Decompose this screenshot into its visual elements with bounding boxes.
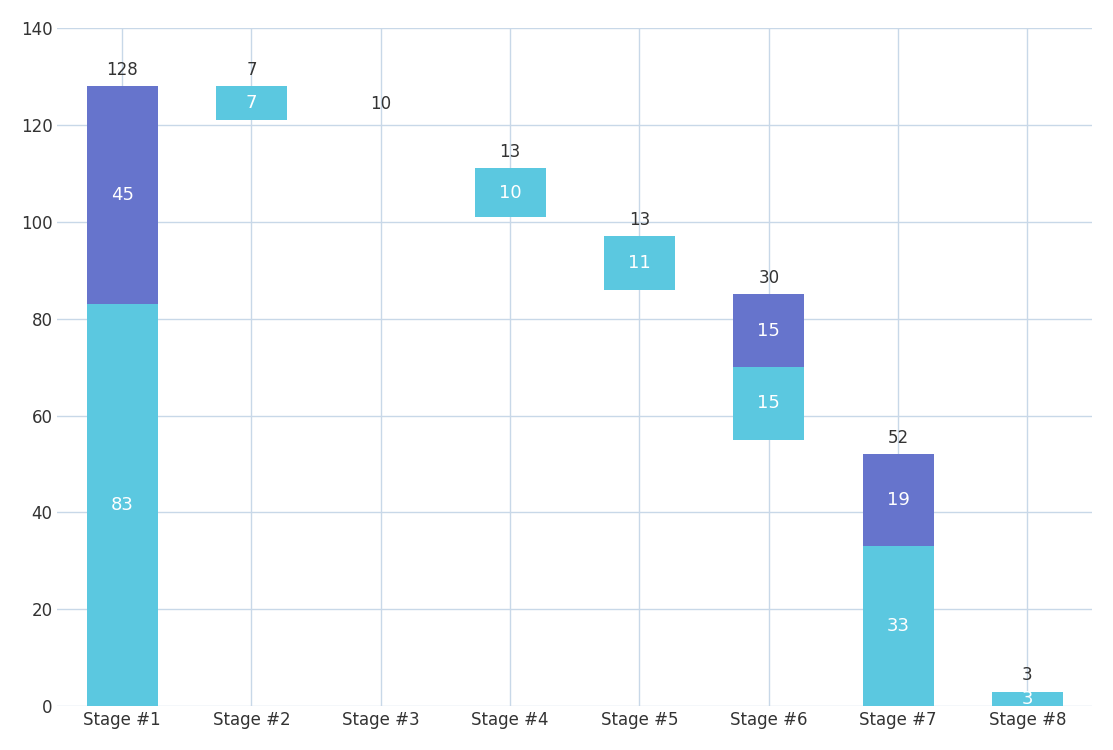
Text: 13: 13 <box>629 211 650 229</box>
Text: 15: 15 <box>757 394 780 412</box>
Text: 3: 3 <box>1022 690 1033 708</box>
Text: 128: 128 <box>106 61 138 79</box>
Text: 33: 33 <box>887 617 909 635</box>
Bar <box>87 86 158 304</box>
Text: 83: 83 <box>110 496 134 514</box>
Bar <box>216 86 287 120</box>
Bar <box>733 295 805 367</box>
Text: 13: 13 <box>500 143 521 161</box>
Text: 15: 15 <box>757 322 780 340</box>
Bar <box>863 454 934 547</box>
Bar <box>863 547 934 706</box>
Text: 7: 7 <box>246 61 257 79</box>
Text: 45: 45 <box>110 186 134 204</box>
Bar <box>474 168 545 217</box>
Text: 19: 19 <box>887 491 909 509</box>
Bar <box>733 367 805 440</box>
Text: 7: 7 <box>246 94 257 112</box>
Bar <box>992 692 1063 706</box>
Bar <box>604 236 676 290</box>
Text: 52: 52 <box>887 429 908 447</box>
Text: 10: 10 <box>371 94 392 112</box>
Text: 3: 3 <box>1022 667 1033 685</box>
Text: 30: 30 <box>758 269 779 287</box>
Text: 11: 11 <box>628 254 651 272</box>
Text: 10: 10 <box>499 184 522 202</box>
Bar <box>87 304 158 706</box>
